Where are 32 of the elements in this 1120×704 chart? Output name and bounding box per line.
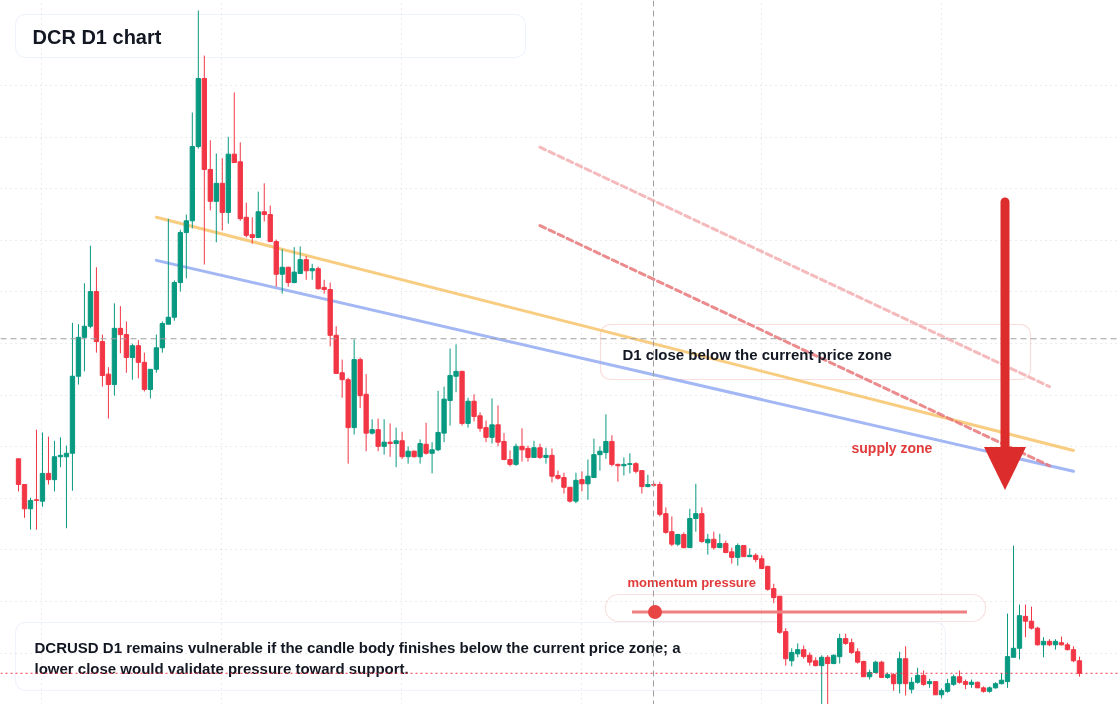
candlestick (573, 472, 579, 504)
candlestick (369, 418, 375, 436)
candlestick (375, 418, 381, 452)
candlestick (393, 427, 399, 468)
candlestick (45, 436, 52, 485)
candlestick (705, 533, 711, 556)
candlestick (645, 474, 651, 488)
candlestick (735, 542, 741, 567)
candlestick (405, 445, 411, 465)
candlestick (423, 422, 429, 456)
annotation: supply zone (851, 439, 933, 456)
annotation: DCRUSD D1 remains vulnerable if the candle body finishes below the current price zone; a lower close would validate pressure toward support. (34, 639, 682, 677)
candlestick (819, 654, 825, 704)
candlestick (303, 255, 309, 281)
candlestick (213, 152, 219, 243)
candlestick (33, 429, 40, 531)
candlestick (27, 497, 34, 531)
candlestick (381, 418, 387, 456)
candlestick (711, 531, 717, 551)
candlestick (489, 397, 495, 445)
candlestick (399, 431, 405, 460)
annotation: D1 close below the current price zone (622, 346, 892, 363)
candlestick (417, 438, 423, 465)
candlestick (579, 470, 585, 492)
candlestick (387, 422, 393, 458)
candlestick (513, 443, 519, 467)
candlestick (543, 447, 549, 465)
candlestick (279, 248, 285, 295)
candlestick (129, 343, 136, 381)
candlestick (465, 397, 471, 429)
text: DCR D1 chart (32, 25, 162, 48)
annotation: momentum pressure (627, 575, 757, 590)
